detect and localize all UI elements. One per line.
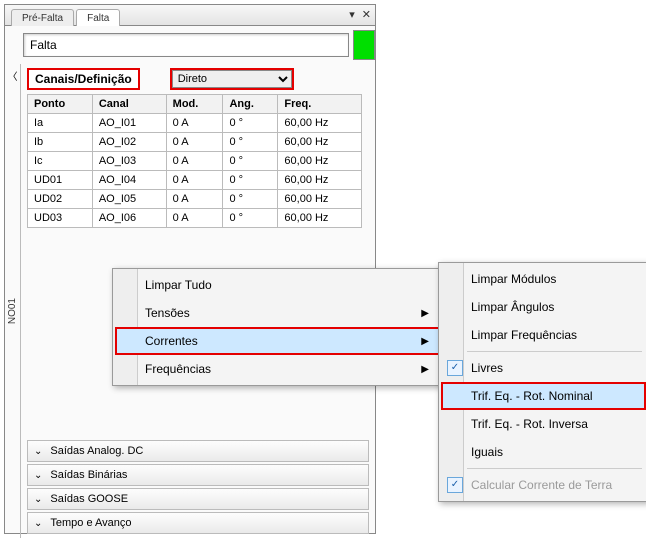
table-row[interactable]: UD03AO_I060 A0 °60,00 Hz — [28, 209, 362, 228]
col-ang[interactable]: Ang. — [223, 95, 278, 114]
menu-separator — [467, 468, 642, 469]
table-cell[interactable]: 60,00 Hz — [278, 114, 362, 133]
submenu-arrow-icon: ▶ — [421, 336, 429, 347]
table-cell[interactable]: 60,00 Hz — [278, 152, 362, 171]
table-cell[interactable]: UD03 — [28, 209, 93, 228]
table-header: Ponto Canal Mod. Ang. Freq. — [28, 95, 362, 114]
tab-bar: Pré-Falta Falta ▾ ✕ — [5, 5, 375, 26]
tab-controls: ▾ ✕ — [345, 8, 371, 21]
chevron-down-icon: ⌄ — [34, 446, 42, 457]
table-cell[interactable]: 60,00 Hz — [278, 133, 362, 152]
channel-table: Ponto Canal Mod. Ang. Freq. IaAO_I010 A0… — [27, 94, 362, 228]
menu-frequencias[interactable]: Frequências▶ — [115, 355, 441, 383]
context-menu-main: Limpar Tudo Tensões▶ Correntes▶ Frequênc… — [112, 268, 444, 386]
title-row — [5, 26, 375, 64]
context-menu-sub: Limpar Módulos Limpar Ângulos Limpar Fre… — [438, 262, 646, 502]
table-cell[interactable]: 0 ° — [223, 190, 278, 209]
chevron-down-icon: ⌄ — [34, 494, 42, 505]
check-icon: ✓ — [447, 360, 463, 376]
table-cell[interactable]: 0 A — [166, 171, 223, 190]
mode-select[interactable]: Direto — [172, 70, 292, 88]
submenu-arrow-icon: ▶ — [421, 364, 429, 375]
table-cell[interactable]: 0 A — [166, 114, 223, 133]
submenu-limpar-frequencias[interactable]: Limpar Frequências — [441, 321, 646, 349]
table-row[interactable]: IcAO_I030 A0 °60,00 Hz — [28, 152, 362, 171]
chevron-down-icon: ⌄ — [34, 518, 42, 529]
table-cell[interactable]: 60,00 Hz — [278, 171, 362, 190]
table-cell[interactable]: 0 ° — [223, 114, 278, 133]
table-cell[interactable]: Ia — [28, 114, 93, 133]
col-canal[interactable]: Canal — [92, 95, 166, 114]
table-cell[interactable]: 0 A — [166, 209, 223, 228]
submenu-livres[interactable]: ✓Livres — [441, 354, 646, 382]
submenu-iguais[interactable]: Iguais — [441, 438, 646, 466]
submenu-arrow-icon: ▶ — [421, 308, 429, 319]
close-icon[interactable]: ✕ — [362, 9, 371, 21]
submenu-limpar-modulos[interactable]: Limpar Módulos — [441, 265, 646, 293]
tab-pre-falta[interactable]: Pré-Falta — [11, 9, 74, 26]
table-row[interactable]: UD01AO_I040 A0 °60,00 Hz — [28, 171, 362, 190]
col-mod[interactable]: Mod. — [166, 95, 223, 114]
submenu-trif-inversa[interactable]: Trif. Eq. - Rot. Inversa — [441, 410, 646, 438]
title-input[interactable] — [23, 33, 349, 57]
table-cell[interactable]: 0 A — [166, 152, 223, 171]
table-cell[interactable]: 0 ° — [223, 133, 278, 152]
col-ponto[interactable]: Ponto — [28, 95, 93, 114]
menu-correntes[interactable]: Correntes▶ — [115, 327, 441, 355]
table-cell[interactable]: UD01 — [28, 171, 93, 190]
minimize-icon[interactable]: ▾ — [349, 9, 355, 21]
table-cell[interactable]: 0 ° — [223, 171, 278, 190]
submenu-limpar-angulos[interactable]: Limpar Ângulos — [441, 293, 646, 321]
tab-falta[interactable]: Falta — [76, 9, 120, 26]
table-cell[interactable]: AO_I06 — [92, 209, 166, 228]
table-row[interactable]: IaAO_I010 A0 °60,00 Hz — [28, 114, 362, 133]
menu-separator — [467, 351, 642, 352]
table-cell[interactable]: AO_I03 — [92, 152, 166, 171]
sidebar-label: NO01 — [7, 298, 18, 324]
table-cell[interactable]: 60,00 Hz — [278, 190, 362, 209]
table-cell[interactable]: 0 A — [166, 190, 223, 209]
table-cell[interactable]: Ic — [28, 152, 93, 171]
chevron-down-icon: ⌄ — [34, 470, 42, 481]
table-cell[interactable]: AO_I02 — [92, 133, 166, 152]
table-cell[interactable]: AO_I01 — [92, 114, 166, 133]
sidebar: 〈 NO01 — [5, 64, 21, 538]
table-cell[interactable]: 0 ° — [223, 209, 278, 228]
header-row: Canais/Definição Direto — [27, 68, 369, 90]
chevron-up-icon[interactable]: 〈 — [8, 68, 18, 83]
acc-saidas-analog-dc[interactable]: ⌄Saídas Analog. DC — [27, 440, 369, 462]
table-row[interactable]: IbAO_I020 A0 °60,00 Hz — [28, 133, 362, 152]
menu-tensoes[interactable]: Tensões▶ — [115, 299, 441, 327]
table-cell[interactable]: Ib — [28, 133, 93, 152]
mode-select-wrap: Direto — [170, 68, 294, 90]
acc-saidas-binarias[interactable]: ⌄Saídas Binárias — [27, 464, 369, 486]
acc-tempo-avanco[interactable]: ⌄Tempo e Avanço — [27, 512, 369, 534]
table-cell[interactable]: 60,00 Hz — [278, 209, 362, 228]
table-cell[interactable]: AO_I04 — [92, 171, 166, 190]
col-freq[interactable]: Freq. — [278, 95, 362, 114]
submenu-calc-corrente-terra[interactable]: ✓Calcular Corrente de Terra — [441, 471, 646, 499]
acc-saidas-goose[interactable]: ⌄Saídas GOOSE — [27, 488, 369, 510]
table-cell[interactable]: 0 ° — [223, 152, 278, 171]
table-row[interactable]: UD02AO_I050 A0 °60,00 Hz — [28, 190, 362, 209]
header-canais: Canais/Definição — [27, 68, 140, 90]
accordion: ⌄Saídas Analog. DC ⌄Saídas Binárias ⌄Saí… — [27, 438, 369, 534]
table-cell[interactable]: 0 A — [166, 133, 223, 152]
status-indicator — [353, 30, 375, 60]
check-icon: ✓ — [447, 477, 463, 493]
table-cell[interactable]: UD02 — [28, 190, 93, 209]
table-cell[interactable]: AO_I05 — [92, 190, 166, 209]
menu-limpar-tudo[interactable]: Limpar Tudo — [115, 271, 441, 299]
submenu-trif-nominal[interactable]: Trif. Eq. - Rot. Nominal — [441, 382, 646, 410]
